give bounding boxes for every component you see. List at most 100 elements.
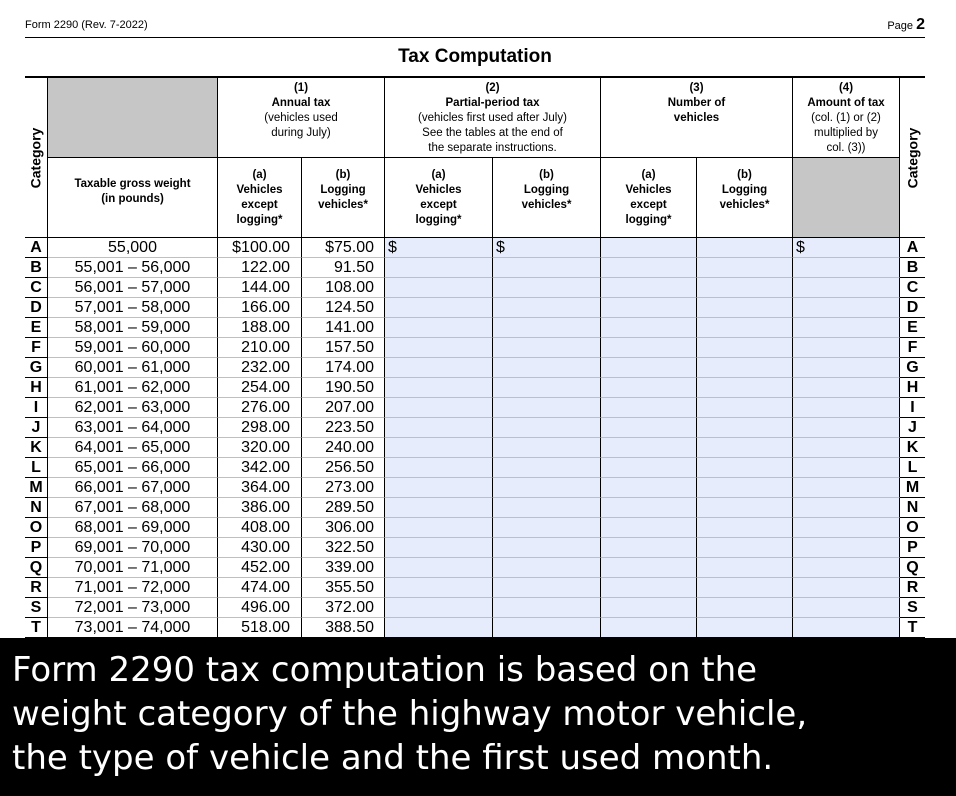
input-cell[interactable]: [793, 538, 900, 558]
input-cell[interactable]: [601, 398, 697, 418]
input-cell[interactable]: $: [385, 238, 493, 258]
input-cell[interactable]: [793, 598, 900, 618]
input-cell[interactable]: [493, 278, 601, 298]
input-cell[interactable]: [697, 518, 793, 538]
input-cell[interactable]: [493, 378, 601, 398]
input-cell[interactable]: [697, 238, 793, 258]
input-cell[interactable]: [793, 378, 900, 398]
input-cell[interactable]: [385, 438, 493, 458]
input-cell[interactable]: [697, 378, 793, 398]
input-cell[interactable]: [493, 418, 601, 438]
input-cell[interactable]: [385, 538, 493, 558]
input-cell[interactable]: [697, 538, 793, 558]
input-cell[interactable]: [793, 298, 900, 318]
input-cell[interactable]: [601, 238, 697, 258]
input-cell[interactable]: [385, 418, 493, 438]
input-cell[interactable]: [697, 298, 793, 318]
input-cell[interactable]: [601, 358, 697, 378]
input-cell[interactable]: [601, 598, 697, 618]
input-cell[interactable]: [601, 278, 697, 298]
input-cell[interactable]: [493, 338, 601, 358]
input-cell[interactable]: [697, 418, 793, 438]
input-cell[interactable]: [601, 498, 697, 518]
input-cell[interactable]: [385, 338, 493, 358]
input-cell[interactable]: [601, 338, 697, 358]
input-cell[interactable]: [385, 398, 493, 418]
input-cell[interactable]: [793, 518, 900, 538]
input-cell[interactable]: [493, 558, 601, 578]
input-cell[interactable]: [601, 258, 697, 278]
input-cell[interactable]: [493, 398, 601, 418]
input-cell[interactable]: [601, 298, 697, 318]
input-cell[interactable]: [385, 258, 493, 278]
input-cell[interactable]: [793, 338, 900, 358]
input-cell[interactable]: [385, 378, 493, 398]
input-cell[interactable]: $: [493, 238, 601, 258]
input-cell[interactable]: [697, 458, 793, 478]
input-cell[interactable]: [697, 498, 793, 518]
input-cell[interactable]: [493, 298, 601, 318]
input-cell[interactable]: [697, 398, 793, 418]
input-cell[interactable]: [697, 338, 793, 358]
input-cell[interactable]: [493, 498, 601, 518]
input-cell[interactable]: [697, 478, 793, 498]
input-cell[interactable]: [493, 538, 601, 558]
input-cell[interactable]: [697, 438, 793, 458]
input-cell[interactable]: $: [793, 238, 900, 258]
input-cell[interactable]: [793, 278, 900, 298]
input-cell[interactable]: [793, 418, 900, 438]
input-cell[interactable]: [793, 478, 900, 498]
input-cell[interactable]: [493, 598, 601, 618]
input-cell[interactable]: [493, 438, 601, 458]
input-cell[interactable]: [493, 318, 601, 338]
input-cell[interactable]: [793, 458, 900, 478]
input-cell[interactable]: [601, 458, 697, 478]
input-cell[interactable]: [697, 558, 793, 578]
input-cell[interactable]: [793, 438, 900, 458]
input-cell[interactable]: [385, 478, 493, 498]
input-cell[interactable]: [601, 318, 697, 338]
input-cell[interactable]: [697, 278, 793, 298]
input-cell[interactable]: [385, 358, 493, 378]
input-cell[interactable]: [697, 258, 793, 278]
input-cell[interactable]: [493, 258, 601, 278]
input-cell[interactable]: [793, 398, 900, 418]
input-cell[interactable]: [793, 358, 900, 378]
input-cell[interactable]: [697, 618, 793, 638]
input-cell[interactable]: [793, 618, 900, 638]
input-cell[interactable]: [493, 578, 601, 598]
input-cell[interactable]: [697, 358, 793, 378]
input-cell[interactable]: [793, 318, 900, 338]
input-cell[interactable]: [493, 618, 601, 638]
input-cell[interactable]: [385, 278, 493, 298]
input-cell[interactable]: [697, 578, 793, 598]
input-cell[interactable]: [385, 558, 493, 578]
input-cell[interactable]: [601, 538, 697, 558]
input-cell[interactable]: [793, 258, 900, 278]
input-cell[interactable]: [601, 518, 697, 538]
input-cell[interactable]: [601, 418, 697, 438]
input-cell[interactable]: [793, 558, 900, 578]
input-cell[interactable]: [385, 578, 493, 598]
input-cell[interactable]: [385, 498, 493, 518]
input-cell[interactable]: [601, 618, 697, 638]
input-cell[interactable]: [601, 478, 697, 498]
input-cell[interactable]: [601, 378, 697, 398]
input-cell[interactable]: [793, 578, 900, 598]
input-cell[interactable]: [697, 318, 793, 338]
input-cell[interactable]: [385, 298, 493, 318]
input-cell[interactable]: [493, 478, 601, 498]
input-cell[interactable]: [385, 318, 493, 338]
input-cell[interactable]: [385, 458, 493, 478]
input-cell[interactable]: [385, 518, 493, 538]
input-cell[interactable]: [793, 498, 900, 518]
input-cell[interactable]: [493, 358, 601, 378]
input-cell[interactable]: [697, 598, 793, 618]
input-cell[interactable]: [493, 458, 601, 478]
input-cell[interactable]: [601, 558, 697, 578]
input-cell[interactable]: [601, 578, 697, 598]
input-cell[interactable]: [601, 438, 697, 458]
input-cell[interactable]: [385, 618, 493, 638]
input-cell[interactable]: [385, 598, 493, 618]
input-cell[interactable]: [493, 518, 601, 538]
